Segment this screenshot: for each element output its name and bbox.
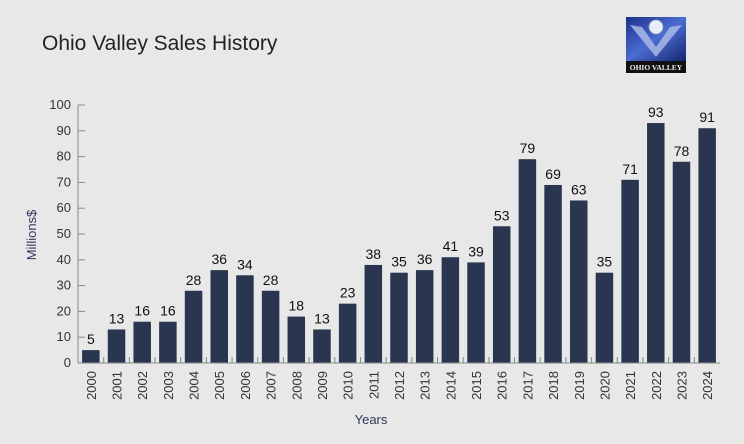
bar [133,321,151,363]
data-label: 35 [597,254,613,270]
y-tick-label: 30 [57,278,71,293]
x-tick-label: 2015 [469,371,484,400]
bars: 5 13 16 16 28 36 34 28 18 13 23 38 35 36 41 39 53 79 69 63 3… [82,104,716,363]
bar [415,270,434,363]
y-tick-label: 60 [57,200,71,215]
bar [364,264,383,363]
data-label: 36 [211,251,227,267]
x-tick-label: 2009 [315,371,330,400]
bar [570,200,588,363]
y-axis-label: Millions$ [24,209,39,260]
bar [261,290,280,363]
x-tick-label: 2001 [110,371,125,400]
x-tick-label: 2008 [289,371,304,400]
bar [107,329,126,363]
x-tick-label: 2017 [520,371,535,400]
x-tick-label: 2007 [264,371,279,400]
bar [210,270,228,363]
x-tick-label: 2002 [135,371,150,400]
data-label: 13 [109,310,125,326]
x-tick-label: 2010 [341,371,356,400]
data-label: 69 [545,166,561,182]
data-label: 53 [494,207,510,223]
data-label: 78 [674,143,690,159]
data-label: 79 [520,140,536,156]
x-tick-label: 2016 [495,371,510,400]
data-label: 63 [571,181,587,197]
bar [82,350,100,363]
data-label: 38 [366,246,382,262]
bar [184,290,203,363]
x-tick-label: 2014 [443,371,458,400]
bar [672,161,691,363]
data-label: 16 [134,303,150,319]
data-label: 5 [87,331,95,347]
data-label: 34 [237,256,253,272]
bar [338,303,357,363]
bar [236,275,254,363]
bar [159,321,177,363]
bar [492,226,511,363]
x-tick-label: 2023 [674,371,689,400]
x-tick-label: 2006 [238,371,253,400]
data-label: 28 [186,272,202,288]
y-tick-label: 90 [57,123,71,138]
y-tick-label: 40 [57,252,71,267]
x-tick-label: 2005 [212,371,227,400]
ohio-valley-logo: OHIO VALLEY [626,17,686,73]
data-label: 16 [160,303,176,319]
bar [595,272,614,363]
y-tick-label: 10 [57,329,71,344]
bar [518,159,537,363]
bar [467,262,485,363]
y-tick-label: 80 [57,149,71,164]
x-tick-label: 2020 [597,371,612,400]
bar [287,316,306,363]
y-tick-label: 50 [57,226,71,241]
data-label: 93 [648,104,664,120]
data-label: 23 [340,285,356,301]
y-tick-label: 0 [64,355,71,370]
y-tick-label: 70 [57,174,71,189]
data-label: 36 [417,251,433,267]
data-label: 41 [443,238,459,254]
y-tick-label: 20 [57,303,71,318]
data-label: 71 [622,161,638,177]
bar [390,272,408,363]
x-tick-label: 2018 [546,371,561,400]
bar [313,329,331,363]
bar [647,123,665,363]
bar [698,128,716,363]
x-axis-label: Years [355,412,388,427]
x-tick-label: 2024 [700,371,715,400]
data-label: 91 [699,109,715,125]
chart-title: Ohio Valley Sales History [42,32,278,55]
x-tick-label: 2021 [623,371,638,400]
x-tick-label: 2013 [418,371,433,400]
logo-text: OHIO VALLEY [630,63,683,72]
y-axis: 0 10 20 30 40 50 60 70 80 90 100 [49,97,85,370]
data-label: 28 [263,272,279,288]
y-tick-label: 100 [49,97,71,112]
x-tick-label: 2011 [366,371,381,399]
x-tick-label: 2012 [392,371,407,400]
bar [544,184,562,363]
bar [441,257,460,363]
bar [621,179,639,363]
data-label: 35 [391,254,407,270]
x-tick-label: 2003 [161,371,176,400]
x-tick-label: 2000 [84,371,99,400]
data-label: 13 [314,310,330,326]
x-tick-label: 2019 [572,371,587,400]
x-axis: 2000 2001 2002 2003 2004 2005 2006 2007 2008 2009… [78,357,720,400]
data-label: 18 [288,298,304,314]
x-tick-label: 2004 [187,371,202,400]
data-label: 39 [468,243,484,259]
x-tick-label: 2022 [649,371,664,400]
